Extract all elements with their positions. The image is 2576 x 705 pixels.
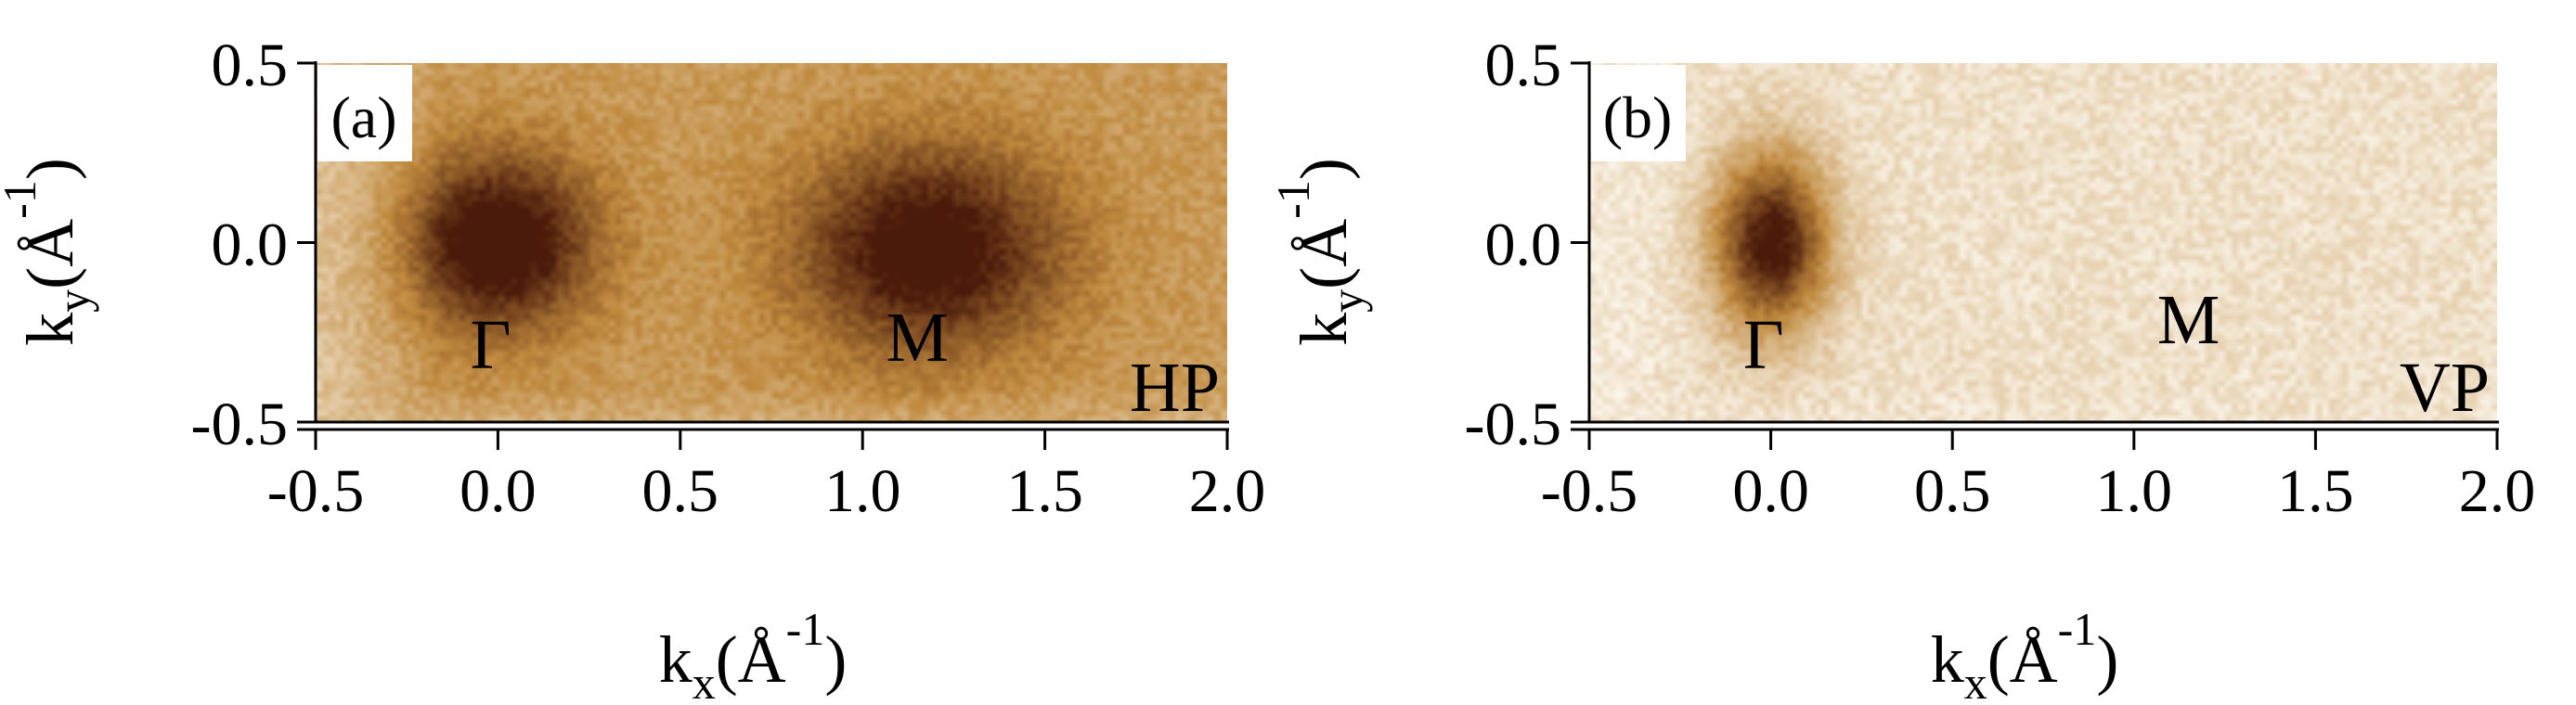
x-tick-label: 2.0 (2459, 457, 2536, 525)
x-tick-label: -0.5 (1541, 457, 1638, 525)
polarization-label: HP (1130, 349, 1220, 427)
x-axis-title: kx(Å-1) (1931, 603, 2119, 705)
x-tick-label: 1.5 (2277, 457, 2354, 525)
x-tick-label: -0.5 (267, 457, 364, 525)
x-tick-label: 2.0 (1189, 457, 1266, 525)
chart-panel-1: (a) HP Γ M -0.5 0.0 0.5 1.0 1.5 2.0 0.5 0.0 -0.5 kx(Å… (0, 32, 1265, 705)
symmetry-point-label: Γ (471, 306, 511, 384)
x-tick-label: 0.5 (1914, 457, 1991, 525)
polarization-label: VP (2400, 349, 2490, 427)
intensity-map-2 (1589, 63, 2497, 422)
symmetry-point-label: M (886, 299, 949, 377)
y-tick-label: -0.5 (191, 391, 288, 458)
y-tick-label: -0.5 (1465, 391, 1561, 458)
x-tick-label: 0.0 (460, 457, 537, 525)
panel-label-box (317, 65, 412, 161)
x-tick-label: 1.0 (2096, 457, 2173, 525)
x-tick-label: 1.0 (824, 457, 901, 525)
panel-label-box (1591, 65, 1686, 161)
panel-label: (a) (330, 84, 396, 150)
intensity-map-1 (316, 63, 1227, 422)
y-tick-label: 0.0 (212, 212, 289, 279)
panel-label: (b) (1603, 84, 1673, 150)
y-axis-title: ky(Å-1) (0, 158, 99, 346)
y-axis-title: ky(Å-1) (1267, 158, 1373, 346)
symmetry-point-label: Γ (1743, 306, 1784, 384)
x-tick-label: 1.5 (1006, 457, 1083, 525)
y-tick-label: 0.0 (1485, 212, 1562, 279)
x-tick-label: 0.5 (642, 457, 719, 525)
y-tick-label: 0.5 (1485, 32, 1562, 99)
y-tick-label: 0.5 (212, 32, 289, 99)
symmetry-point-label: M (2157, 281, 2220, 359)
x-tick-label: 0.0 (1732, 457, 1809, 525)
chart-panel-2: (b) VP Γ M -0.5 0.0 0.5 1.0 1.5 2.0 0.5 0.0 -0.5 kx(Å… (1267, 32, 2535, 705)
x-axis-title: kx(Å-1) (659, 603, 848, 705)
